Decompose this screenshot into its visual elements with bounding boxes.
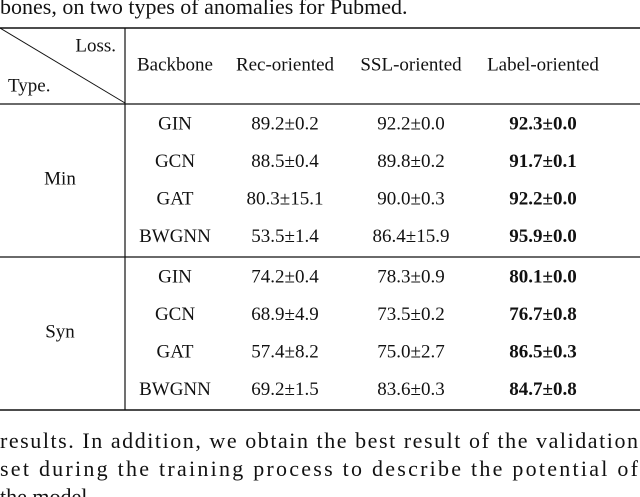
table-cell: 73.5±0.2 bbox=[377, 304, 444, 325]
table-cell: 92.2±0.0 bbox=[509, 189, 576, 210]
table-cell: 86.4±15.9 bbox=[373, 226, 450, 247]
table-cell: 92.3±0.0 bbox=[509, 113, 576, 134]
table-cell: 83.6±0.3 bbox=[377, 379, 444, 400]
table-cell: 89.8±0.2 bbox=[377, 151, 444, 172]
table-cell: BWGNN bbox=[139, 379, 211, 400]
table-cell: 86.5±0.3 bbox=[509, 342, 576, 363]
corner-row-label: Type. bbox=[8, 75, 50, 96]
body-text-line: results. In addition, we obtain the best… bbox=[0, 428, 638, 453]
table-cell: 89.2±0.2 bbox=[251, 113, 318, 134]
table-cell: GIN bbox=[158, 266, 192, 287]
table-cell: 78.3±0.9 bbox=[377, 266, 444, 287]
table-cell: GCN bbox=[155, 304, 195, 325]
table-cell: 76.7±0.8 bbox=[509, 304, 576, 325]
table-cell: 74.2±0.4 bbox=[251, 266, 319, 287]
table-cell: 88.5±0.4 bbox=[251, 151, 319, 172]
column-header: Label-oriented bbox=[487, 54, 599, 75]
column-header: SSL-oriented bbox=[360, 54, 462, 75]
table-cell: GAT bbox=[157, 342, 194, 363]
table-cell: 95.9±0.0 bbox=[509, 226, 576, 247]
body-text-line: the model. bbox=[0, 484, 93, 497]
table-cell: 92.2±0.0 bbox=[377, 113, 444, 134]
table-cell: 68.9±4.9 bbox=[251, 304, 318, 325]
table-cell: GCN bbox=[155, 151, 195, 172]
group-type: Min bbox=[44, 168, 76, 189]
table-cell: 53.5±1.4 bbox=[251, 226, 319, 247]
table-cell: 90.0±0.3 bbox=[377, 189, 444, 210]
table-cell: 75.0±2.7 bbox=[377, 342, 444, 363]
corner-diagonal bbox=[0, 27, 126, 104]
table-cell: GIN bbox=[158, 113, 192, 134]
table-cell: BWGNN bbox=[139, 226, 211, 247]
table-cell: 80.1±0.0 bbox=[509, 266, 576, 287]
corner-column-label: Loss. bbox=[75, 35, 116, 56]
column-header: Backbone bbox=[137, 54, 213, 75]
caption-tail: bones, on two types of anomalies for Pub… bbox=[0, 0, 408, 19]
table-cell: 57.4±8.2 bbox=[251, 342, 318, 363]
table-cell: GAT bbox=[157, 189, 194, 210]
body-text-line: set during the training process to descr… bbox=[0, 456, 639, 481]
table-cell: 91.7±0.1 bbox=[509, 151, 576, 172]
table-cell: 84.7±0.8 bbox=[509, 379, 576, 400]
table-cell: 80.3±15.1 bbox=[247, 189, 324, 210]
column-header: Rec-oriented bbox=[236, 54, 335, 75]
table-cell: 69.2±1.5 bbox=[251, 379, 318, 400]
group-type: Syn bbox=[45, 321, 75, 342]
